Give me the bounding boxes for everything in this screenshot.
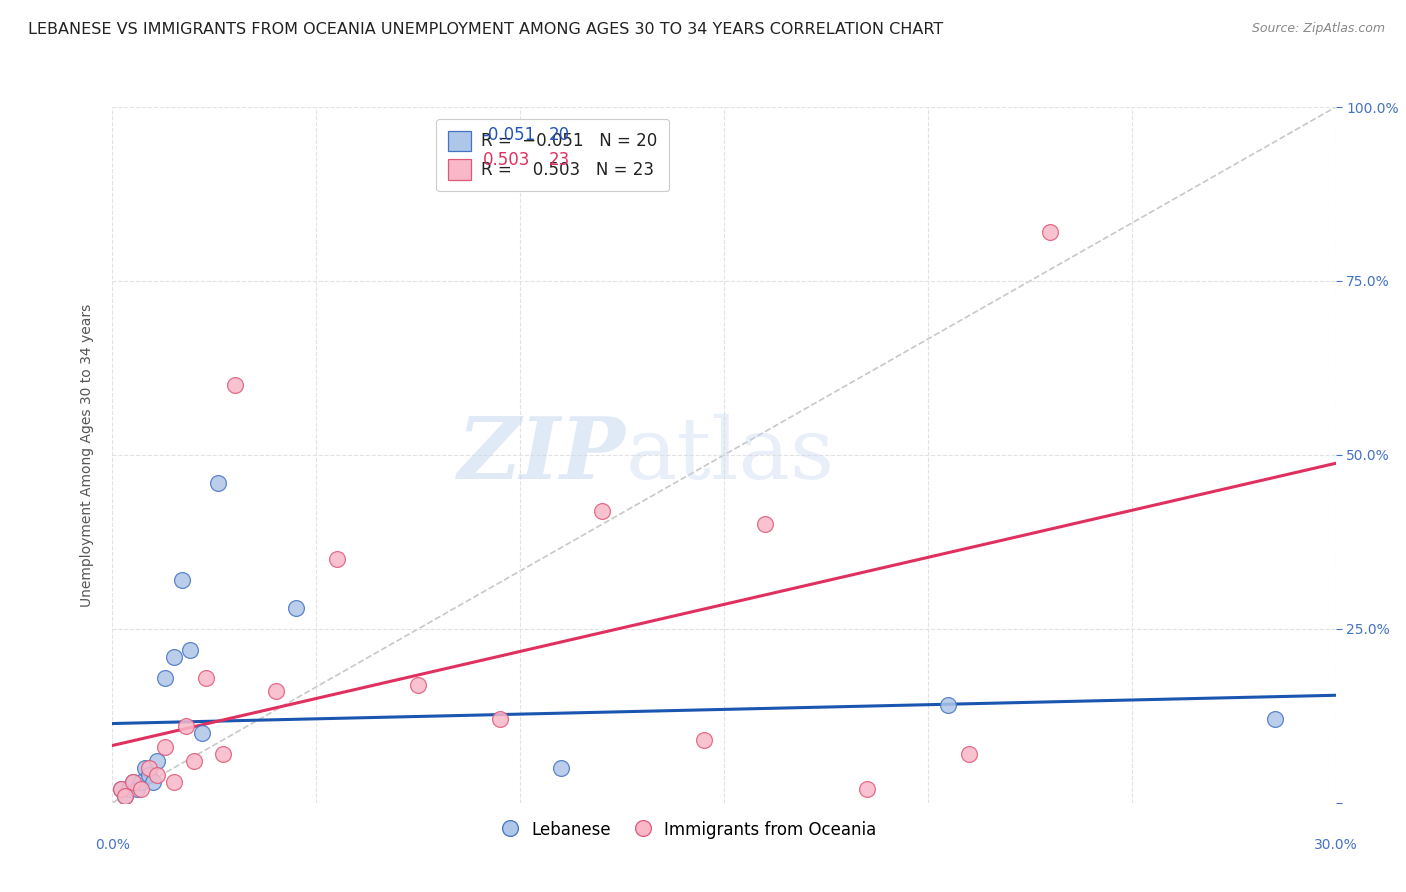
Point (138, 761, 160, 775)
Text: 23: 23 (548, 151, 569, 169)
Point (174, 719, 197, 733)
Text: 30.0%: 30.0% (1313, 838, 1358, 852)
Point (489, 712, 512, 726)
Point (408, 677, 430, 691)
Point (224, 378, 246, 392)
Text: ZIP: ZIP (458, 413, 626, 497)
Point (284, 601, 308, 615)
Point (134, 761, 156, 775)
Point (211, 747, 233, 761)
Text: 0.0%: 0.0% (96, 838, 129, 852)
Point (122, 775, 145, 789)
Text: LEBANESE VS IMMIGRANTS FROM OCEANIA UNEMPLOYMENT AMONG AGES 30 TO 34 YEARS CORRE: LEBANESE VS IMMIGRANTS FROM OCEANIA UNEM… (28, 22, 943, 37)
Point (326, 552, 349, 566)
Text: -0.051: -0.051 (482, 127, 536, 145)
Point (1264, 712, 1286, 726)
Point (138, 768, 160, 782)
Point (114, 789, 136, 803)
Point (155, 740, 177, 755)
Point (110, 781, 132, 796)
Point (693, 733, 716, 747)
Text: 0.503: 0.503 (482, 151, 530, 169)
Point (957, 747, 980, 761)
Point (264, 684, 287, 698)
Point (163, 775, 186, 789)
Point (591, 503, 613, 517)
Point (191, 726, 214, 740)
Point (1039, 225, 1062, 239)
Point (183, 754, 205, 768)
Point (195, 671, 218, 685)
Point (754, 517, 776, 532)
Legend: Lebanese, Immigrants from Oceania: Lebanese, Immigrants from Oceania (492, 813, 883, 847)
Point (146, 754, 169, 768)
Point (129, 781, 152, 796)
Point (179, 642, 201, 657)
Point (142, 775, 165, 789)
Point (146, 768, 169, 782)
Text: Source: ZipAtlas.com: Source: ZipAtlas.com (1251, 22, 1385, 36)
Point (155, 671, 177, 685)
Point (122, 775, 145, 789)
Point (110, 781, 132, 796)
Y-axis label: Unemployment Among Ages 30 to 34 years: Unemployment Among Ages 30 to 34 years (80, 303, 94, 607)
Text: atlas: atlas (626, 413, 835, 497)
Point (855, 781, 877, 796)
Point (118, 781, 141, 796)
Point (125, 781, 148, 796)
Text: 20: 20 (548, 127, 569, 145)
Point (129, 775, 152, 789)
Point (170, 573, 193, 587)
Point (550, 761, 572, 775)
Point (207, 475, 229, 490)
Point (936, 698, 959, 713)
Point (163, 649, 186, 664)
Point (114, 789, 136, 803)
